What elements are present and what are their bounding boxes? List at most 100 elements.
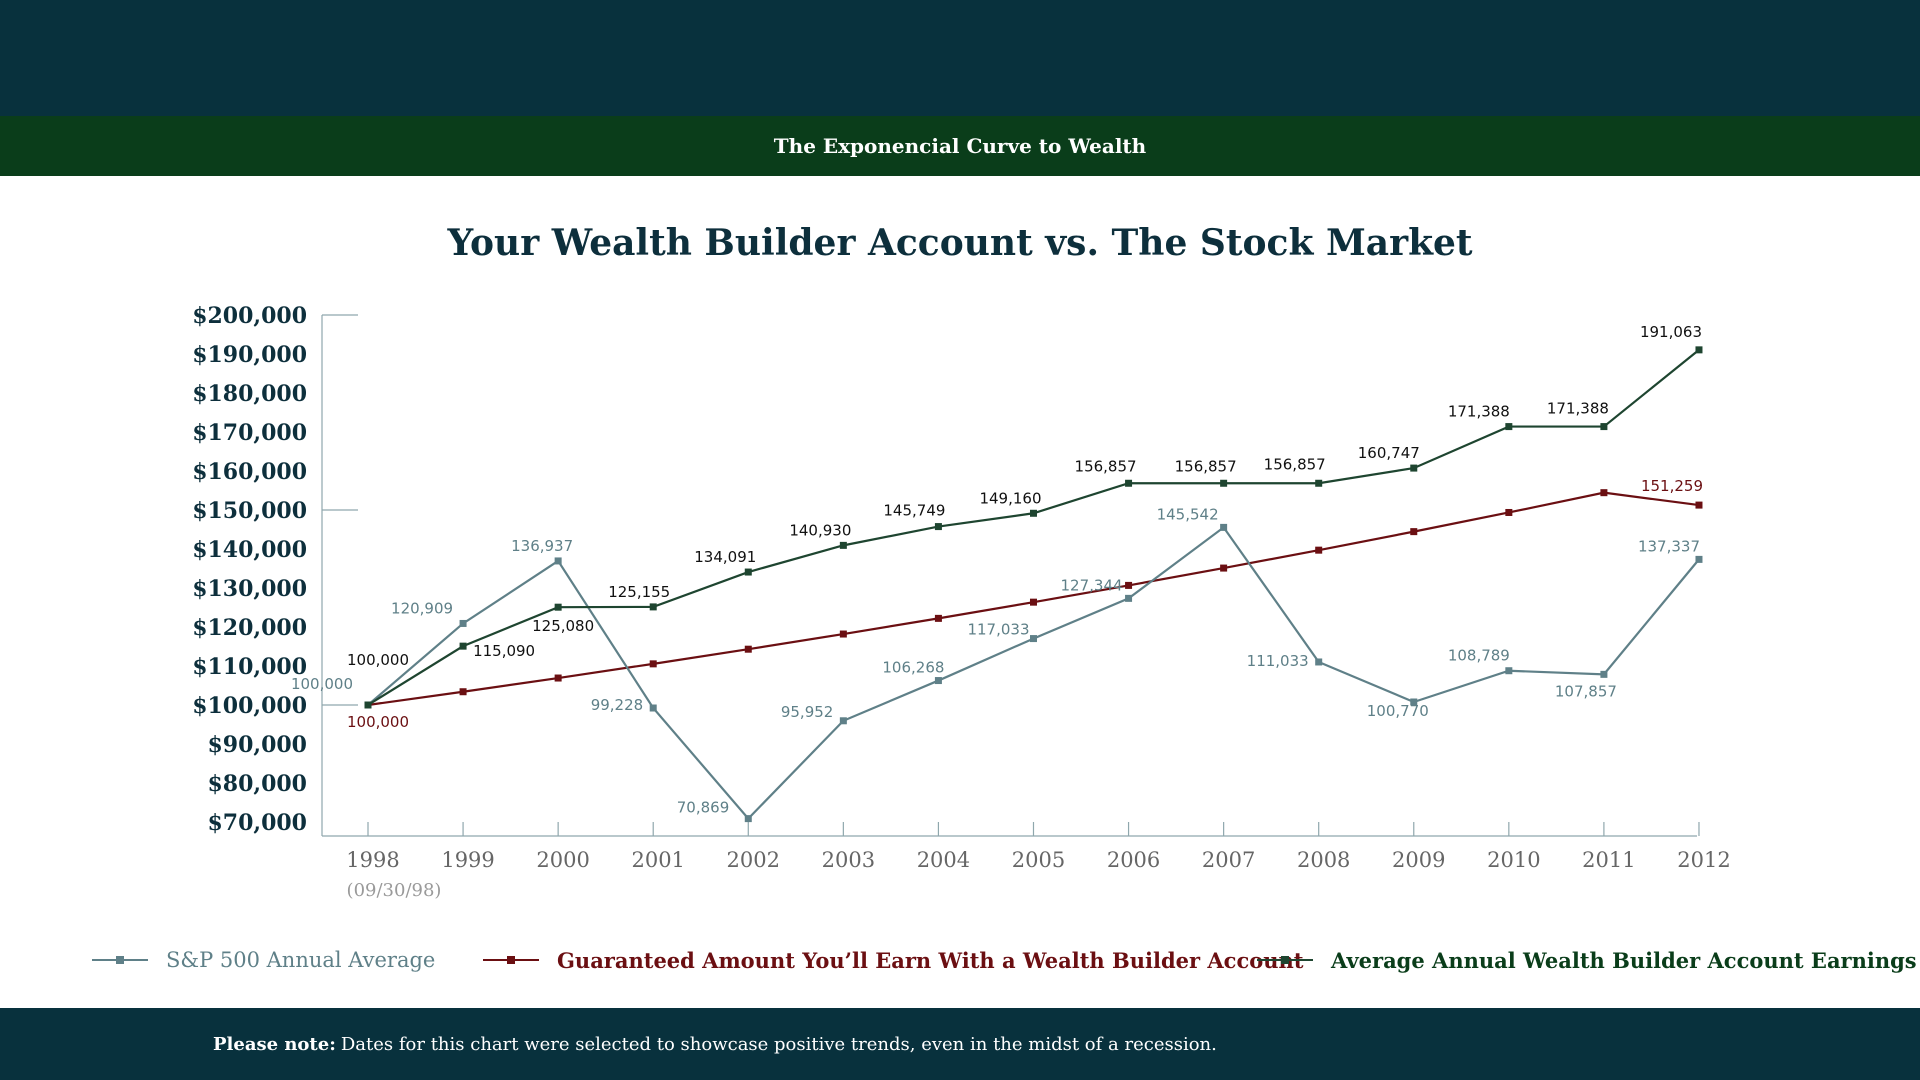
data-point: [1695, 501, 1703, 509]
legend-item: Guaranteed Amount You’ll Earn With a Wea…: [483, 940, 1304, 980]
section-header-title: The Exponencial Curve to Wealth: [773, 134, 1147, 158]
data-point: [459, 688, 467, 696]
data-point: [839, 541, 847, 549]
x-tick-label: 1998: [346, 848, 399, 872]
data-label: 145,542: [1157, 505, 1219, 523]
section-header: The Exponencial Curve to Wealth: [0, 116, 1920, 176]
data-label: 171,388: [1448, 403, 1510, 421]
y-tick-label: $100,000: [192, 693, 307, 719]
data-point: [1695, 346, 1703, 354]
data-point: [1600, 670, 1608, 678]
data-point: [744, 645, 752, 653]
chart-legend: S&P 500 Annual Average Guaranteed Amount …: [0, 940, 1920, 980]
legend-swatch-marker: [116, 956, 124, 964]
y-tick-label: $130,000: [192, 576, 307, 602]
data-point: [1220, 479, 1228, 487]
x-tick-label: 2001: [631, 848, 684, 872]
y-tick-label: $170,000: [192, 420, 307, 446]
data-label: 100,000: [347, 713, 409, 731]
data-label: 108,789: [1448, 647, 1510, 665]
data-label: 156,857: [1264, 455, 1326, 473]
y-tick-label: $80,000: [207, 771, 307, 797]
legend-swatch: [1257, 956, 1313, 964]
legend-swatch-marker: [1281, 956, 1289, 964]
data-point: [744, 568, 752, 576]
x-tick-label: 2005: [1012, 848, 1065, 872]
legend-label: S&P 500 Annual Average: [166, 948, 436, 972]
x-tick-label: 2003: [822, 848, 875, 872]
y-tick-label: $160,000: [192, 459, 307, 485]
data-label: 115,090: [473, 642, 535, 660]
x-tick-label: 2000: [536, 848, 589, 872]
data-label: 136,937: [511, 537, 573, 555]
data-label: 125,080: [532, 617, 594, 635]
y-tick-label: $90,000: [207, 732, 307, 758]
footer-text: Please note: Dates for this chart were se…: [213, 1034, 1217, 1055]
footer-note-text: Dates for this chart were selected to sh…: [340, 1033, 1217, 1055]
data-point: [1315, 658, 1323, 666]
x-tick-label: 2007: [1202, 848, 1255, 872]
data-label: 149,160: [979, 489, 1041, 507]
data-label: 99,228: [591, 696, 644, 714]
data-label: 100,000: [347, 651, 409, 669]
data-label: 107,857: [1555, 682, 1617, 700]
data-label: 191,063: [1640, 323, 1702, 341]
y-tick-label: $110,000: [192, 654, 307, 680]
footer-note-label: Please note:: [213, 1033, 336, 1055]
data-label: 151,259: [1641, 477, 1703, 495]
data-point: [839, 717, 847, 725]
data-point: [1505, 667, 1513, 675]
data-point: [1315, 546, 1323, 554]
data-label: 70,869: [677, 799, 730, 817]
data-point: [1029, 635, 1037, 643]
data-label: 134,091: [694, 548, 756, 566]
data-point: [1220, 564, 1228, 572]
data-label: 125,155: [608, 583, 670, 601]
data-point: [1125, 581, 1133, 589]
data-point: [1029, 598, 1037, 606]
data-point: [1410, 698, 1418, 706]
data-point: [649, 704, 657, 712]
y-tick-label: $190,000: [192, 342, 307, 368]
data-label: 160,747: [1358, 444, 1420, 462]
x-tick-label: 2004: [917, 848, 970, 872]
data-point: [1505, 508, 1513, 516]
data-label: 111,033: [1247, 652, 1309, 670]
line-chart: $200,000 $190,000 $180,000 $170,000 $160,000…: [192, 303, 1731, 901]
data-label: 106,268: [882, 659, 944, 677]
data-point: [554, 557, 562, 565]
data-point: [1410, 528, 1418, 536]
data-point: [1600, 489, 1608, 497]
data-point: [839, 630, 847, 638]
data-point: [934, 523, 942, 531]
legend-swatch: [483, 956, 539, 964]
data-point: [1505, 423, 1513, 431]
x-tick-label: 2006: [1107, 848, 1160, 872]
footer-note: Please note: Dates for this chart were se…: [0, 1008, 1920, 1080]
data-point: [1125, 479, 1133, 487]
y-tick-label: $200,000: [192, 303, 307, 329]
x-tick-label: 1999: [441, 848, 494, 872]
x-tick-label: 2011: [1582, 848, 1635, 872]
top-banner: [0, 0, 1920, 116]
data-point: [1695, 555, 1703, 563]
data-point: [934, 614, 942, 622]
legend-label: Average Annual Wealth Builder Account Ea…: [1331, 947, 1917, 973]
legend-label: Guaranteed Amount You’ll Earn With a Wea…: [557, 947, 1304, 973]
data-label: 100,000: [291, 675, 353, 693]
data-point: [1029, 509, 1037, 517]
data-label: 156,857: [1075, 457, 1137, 475]
data-label: 127,344: [1061, 576, 1123, 594]
data-label: 117,033: [967, 621, 1029, 639]
data-point: [1600, 423, 1608, 431]
data-label: 156,857: [1175, 457, 1237, 475]
x-tick-label: 2010: [1487, 848, 1540, 872]
data-point: [934, 677, 942, 685]
data-label: 145,749: [883, 502, 945, 520]
x-tick-label: 2002: [727, 848, 780, 872]
x-tick-label: 2009: [1392, 848, 1445, 872]
data-point: [1410, 464, 1418, 472]
y-tick-label: $120,000: [192, 615, 307, 641]
series-line: [367, 525, 1700, 821]
data-point: [459, 619, 467, 627]
